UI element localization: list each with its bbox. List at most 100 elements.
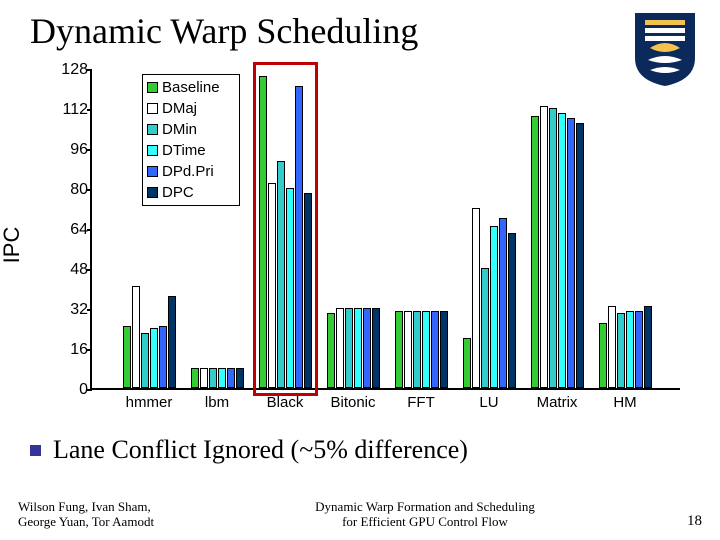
x-category-label: Black [267,394,304,411]
bar [472,208,480,388]
bar [200,368,208,388]
footer-authors-line2: George Yuan, Tor Aamodt [18,515,188,530]
bar [141,333,149,388]
y-tick-mark [87,149,92,151]
bar [644,306,652,389]
bar [531,116,539,389]
bar [304,193,312,388]
legend-swatch [147,187,158,198]
y-tick-label: 0 [54,381,88,399]
legend-item: Baseline [147,77,235,98]
bar [422,311,430,389]
x-category-label: Bitonic [330,394,375,411]
y-tick-mark [87,109,92,111]
y-tick-mark [87,189,92,191]
legend-swatch [147,166,158,177]
bar [599,323,607,388]
bar [123,326,131,389]
y-tick-mark [87,389,92,391]
y-tick-label: 64 [54,221,88,239]
legend-swatch [147,124,158,135]
bar [363,308,371,388]
bar [558,113,566,388]
legend-item: DMaj [147,98,235,119]
bar [576,123,584,388]
slide-footer: Wilson Fung, Ivan Sham, George Yuan, Tor… [18,500,702,530]
y-tick-mark [87,269,92,271]
footer-authors: Wilson Fung, Ivan Sham, George Yuan, Tor… [18,500,188,530]
bar [404,311,412,389]
bar [481,268,489,388]
footer-title-line2: for Efficient GPU Control Flow [188,515,662,530]
bar [490,226,498,389]
bar [608,306,616,389]
y-tick-label: 128 [54,61,88,79]
bar [159,326,167,389]
bullet-square-icon [30,445,41,456]
legend-item: DPC [147,182,235,203]
x-category-label: LU [479,394,498,411]
y-tick-label: 16 [54,341,88,359]
bar [236,368,244,388]
bullet-item: Lane Conflict Ignored (~5% difference) [30,435,468,465]
x-category-label: HM [613,394,636,411]
bar [431,311,439,389]
bar [626,311,634,389]
bar [191,368,199,388]
y-tick-label: 48 [54,261,88,279]
y-tick-mark [87,229,92,231]
x-category-label: lbm [205,394,229,411]
legend-swatch [147,145,158,156]
footer-authors-line1: Wilson Fung, Ivan Sham, [18,500,188,515]
legend-label: DTime [162,142,206,159]
bar [336,308,344,388]
bar [372,308,380,388]
x-category-label: Matrix [537,394,578,411]
y-tick-label: 80 [54,181,88,199]
y-tick-label: 112 [54,101,88,119]
bar [327,313,335,388]
bar [132,286,140,389]
bar [209,368,217,388]
bar [277,161,285,389]
bar [150,328,158,388]
bar [295,86,303,389]
legend-label: DMin [162,121,197,138]
bar [227,368,235,388]
bar [354,308,362,388]
legend-label: DPd.Pri [162,163,214,180]
legend-label: Baseline [162,79,220,96]
legend-item: DMin [147,119,235,140]
y-tick-mark [87,309,92,311]
bar [168,296,176,389]
bar [413,311,421,389]
bar [218,368,226,388]
y-tick-mark [87,349,92,351]
legend-swatch [147,103,158,114]
footer-title: Dynamic Warp Formation and Scheduling fo… [188,500,662,530]
bar [508,233,516,388]
legend-swatch [147,82,158,93]
bar [635,311,643,389]
page-title: Dynamic Warp Scheduling [30,10,418,52]
x-category-label: hmmer [126,394,173,411]
bar [499,218,507,388]
legend-label: DMaj [162,100,197,117]
bar [259,76,267,389]
bar [540,106,548,389]
bar [268,183,276,388]
legend-item: DPd.Pri [147,161,235,182]
bullet-text: Lane Conflict Ignored (~5% difference) [53,435,468,465]
footer-title-line1: Dynamic Warp Formation and Scheduling [188,500,662,515]
bar [395,311,403,389]
legend-label: DPC [162,184,194,201]
y-tick-mark [87,69,92,71]
x-category-label: FFT [407,394,435,411]
y-tick-label: 32 [54,301,88,319]
chart-legend: Baseline DMaj DMin DTime DPd.Pri DPC [142,74,240,206]
ipc-chart: IPC BaselineDMajDMinDTimeDPd.PriDPC 0163… [50,70,690,420]
y-tick-label: 96 [54,141,88,159]
y-axis-label: IPC [0,227,25,264]
plot-area: BaselineDMajDMinDTimeDPd.PriDPC 01632486… [90,70,680,390]
bar [617,313,625,388]
